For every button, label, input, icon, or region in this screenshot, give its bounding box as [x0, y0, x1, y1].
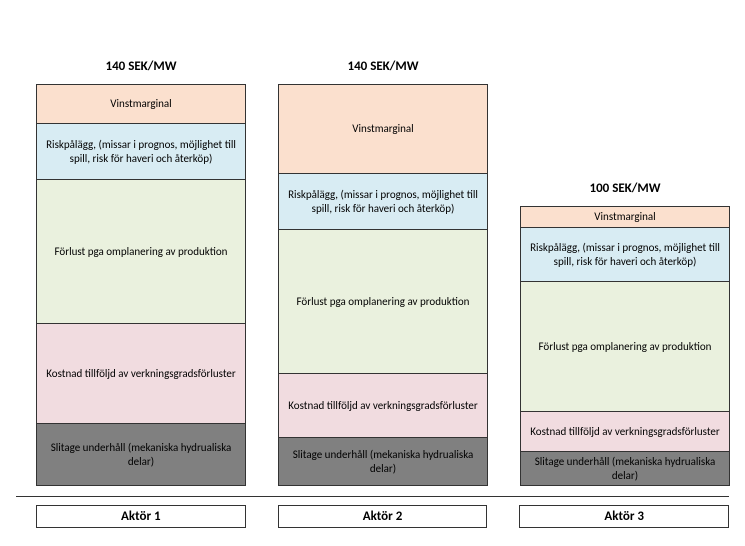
- column-header: 140 SEK/MW: [347, 59, 418, 74]
- stacked-bar: VinstmarginalRiskpålägg, (missar i progn…: [36, 84, 246, 486]
- baseline-divider: [16, 496, 729, 497]
- column-header: 100 SEK/MW: [589, 181, 660, 196]
- bar-segment-riskpalag: Riskpålägg, (missar i prognos, möjlighet…: [37, 123, 245, 179]
- actor-label: Aktör 1: [36, 505, 246, 528]
- actor-label: Aktör 2: [278, 505, 488, 528]
- bar-segment-forlust: Förlust pga omplanering av produktion: [521, 281, 729, 411]
- chart-column: 140 SEK/MW VinstmarginalRiskpålägg, (miss…: [36, 59, 246, 486]
- chart-column: 140 SEK/MW VinstmarginalRiskpålägg, (miss…: [278, 59, 488, 486]
- bar-segment-forlust: Förlust pga omplanering av produktion: [279, 229, 487, 373]
- bar-segment-kostnad: Kostnad tillföljd av verkningsgradsförlu…: [279, 373, 487, 437]
- stacked-bar: VinstmarginalRiskpålägg, (missar i progn…: [278, 84, 488, 486]
- bar-segment-riskpalag: Riskpålägg, (missar i prognos, möjlighet…: [521, 227, 729, 281]
- bar-segment-slitage: Slitage underhåll (mekaniska hydrualiska…: [521, 451, 729, 485]
- bar-segment-slitage: Slitage underhåll (mekaniska hydrualiska…: [37, 423, 245, 485]
- bar-segment-vinstmarginal: Vinstmarginal: [521, 207, 729, 227]
- stacked-bar-chart: 140 SEK/MWVinstmarginalRiskpålägg, (miss…: [16, 16, 729, 486]
- bar-segment-slitage: Slitage underhåll (mekaniska hydrualiska…: [279, 437, 487, 485]
- bar-segment-kostnad: Kostnad tillföljd av verkningsgradsförlu…: [37, 323, 245, 423]
- bar-segment-riskpalag: Riskpålägg, (missar i prognos, möjlighet…: [279, 173, 487, 229]
- actor-label: Aktör 3: [519, 505, 729, 528]
- bar-segment-kostnad: Kostnad tillföljd av verkningsgradsförlu…: [521, 411, 729, 451]
- actor-labels-row: Aktör 1 Aktör 2 Aktör 3: [16, 505, 729, 528]
- column-header: 140 SEK/MW: [105, 59, 176, 74]
- bar-segment-vinstmarginal: Vinstmarginal: [279, 85, 487, 173]
- stacked-bar: VinstmarginalRiskpålägg, (missar i progn…: [520, 206, 730, 486]
- bar-segment-vinstmarginal: Vinstmarginal: [37, 85, 245, 123]
- bar-segment-forlust: Förlust pga omplanering av produktion: [37, 179, 245, 323]
- chart-column: 100 SEK/MW VinstmarginalRiskpålägg, (miss…: [520, 181, 730, 486]
